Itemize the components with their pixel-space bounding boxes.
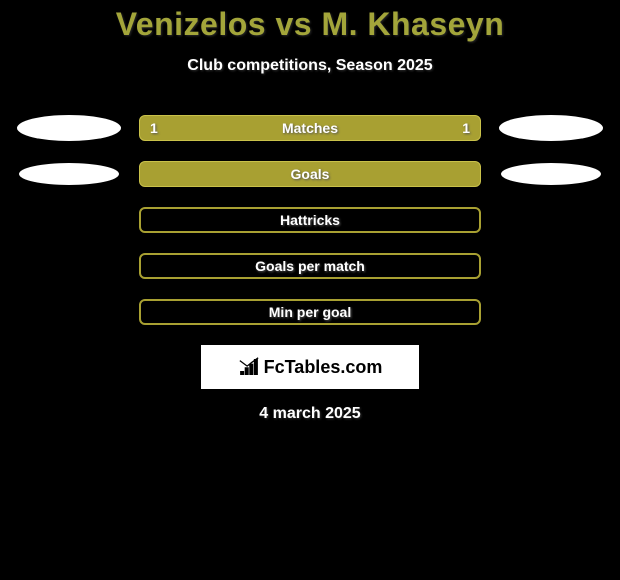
stat-row: Hattricks bbox=[0, 207, 620, 233]
stat-bar: Goals bbox=[139, 161, 481, 187]
stat-row: 1 Matches 1 bbox=[0, 115, 620, 141]
brand-text: FcTables.com bbox=[264, 357, 383, 378]
page-title: Venizelos vs M. Khaseyn bbox=[0, 6, 620, 43]
comparison-card: Venizelos vs M. Khaseyn Club competition… bbox=[0, 0, 620, 423]
player-badge-right bbox=[499, 115, 603, 141]
player-badge-right bbox=[501, 163, 601, 185]
date-text: 4 march 2025 bbox=[0, 405, 620, 423]
right-badge-col bbox=[499, 115, 603, 141]
stat-label: Goals per match bbox=[255, 258, 365, 274]
stat-row: Min per goal bbox=[0, 299, 620, 325]
stat-label: Matches bbox=[282, 120, 338, 136]
stat-label: Hattricks bbox=[280, 212, 340, 228]
brand-chart-icon bbox=[238, 356, 260, 378]
stat-bar: Min per goal bbox=[139, 299, 481, 325]
stats-section: 1 Matches 1 Goals Hattricks Goals per match Mi… bbox=[0, 115, 620, 325]
left-badge-col bbox=[17, 163, 121, 185]
stat-left-value: 1 bbox=[150, 120, 158, 136]
stat-row: Goals bbox=[0, 161, 620, 187]
stat-row: Goals per match bbox=[0, 253, 620, 279]
stat-bar: Hattricks bbox=[139, 207, 481, 233]
left-badge-col bbox=[17, 115, 121, 141]
stat-bar: 1 Matches 1 bbox=[139, 115, 481, 141]
subtitle: Club competitions, Season 2025 bbox=[0, 57, 620, 75]
right-badge-col bbox=[499, 163, 603, 185]
stat-bar: Goals per match bbox=[139, 253, 481, 279]
brand-badge: FcTables.com bbox=[201, 345, 419, 389]
player-badge-left bbox=[19, 163, 119, 185]
player-badge-left bbox=[17, 115, 121, 141]
stat-label: Goals bbox=[291, 166, 330, 182]
stat-label: Min per goal bbox=[269, 304, 351, 320]
stat-right-value: 1 bbox=[462, 120, 470, 136]
